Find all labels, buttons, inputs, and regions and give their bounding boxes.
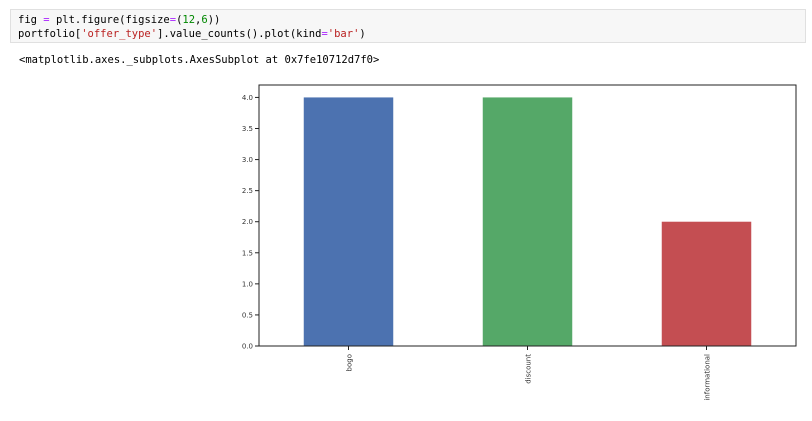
- code-line-2: portfolio['offer_type'].value_counts().p…: [18, 28, 366, 40]
- bar-informational: [661, 221, 752, 346]
- bar-bogo: [303, 97, 394, 346]
- x-tick-label-informational: informational: [704, 354, 712, 401]
- y-tick-label: 4.0: [242, 94, 253, 102]
- y-tick-label: 1.0: [242, 280, 253, 288]
- bar-discount: [482, 97, 573, 346]
- y-tick-label: 2.5: [242, 187, 253, 195]
- x-tick-label-bogo: bogo: [346, 354, 354, 371]
- y-tick-label: 3.0: [242, 156, 253, 164]
- y-tick-label: 0.0: [242, 343, 253, 351]
- output-repr: <matplotlib.axes._subplots.AxesSubplot a…: [19, 54, 380, 66]
- x-tick-label-discount: discount: [525, 354, 533, 384]
- code-line-1: fig = plt.figure(figsize=(12,6)): [18, 14, 221, 26]
- y-tick-label: 2.0: [242, 218, 253, 226]
- code-cell[interactable]: fig = plt.figure(figsize=(12,6)) portfol…: [10, 9, 806, 43]
- y-tick-label: 3.5: [242, 125, 253, 133]
- y-tick-label: 1.5: [242, 249, 253, 257]
- y-tick-label: 0.5: [242, 311, 253, 319]
